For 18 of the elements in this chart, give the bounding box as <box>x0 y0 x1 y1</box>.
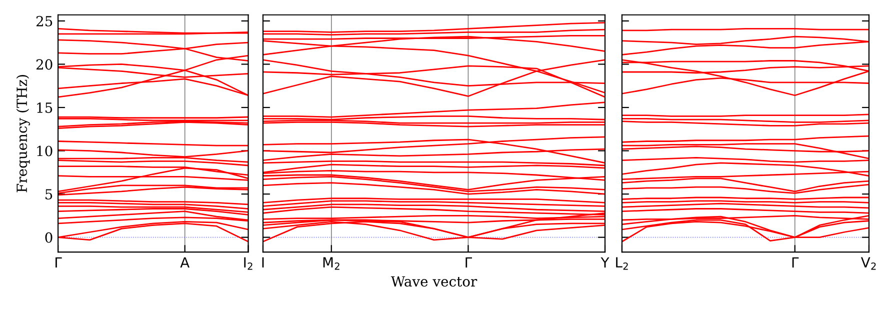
x-tick-label: I <box>262 257 264 268</box>
x-tick-label: V$_{2}$ <box>860 257 876 270</box>
y-tick-label: 0 <box>45 232 52 243</box>
y-tick-label: 25 <box>36 16 52 26</box>
y-axis-title: Frequency (THz) <box>16 75 30 192</box>
x-tick-label: Γ <box>466 257 472 268</box>
y-tick-label: 20 <box>36 59 52 70</box>
y-tick-label: 10 <box>37 146 52 156</box>
x-tick-label: Y <box>600 257 610 268</box>
x-tick-label: Γ <box>792 257 799 268</box>
x-tick-label: I$_{2}$ <box>244 257 252 270</box>
x-tick-label: M$_{2}$ <box>323 257 340 270</box>
x-tick-label: A <box>180 257 190 268</box>
x-axis-title: Wave vector <box>390 276 478 287</box>
y-tick-label: 15 <box>37 102 52 113</box>
x-tick-label: Γ <box>56 257 62 268</box>
x-tick-label: L$_{2}$ <box>616 257 628 270</box>
y-tick-label: 5 <box>46 189 52 200</box>
